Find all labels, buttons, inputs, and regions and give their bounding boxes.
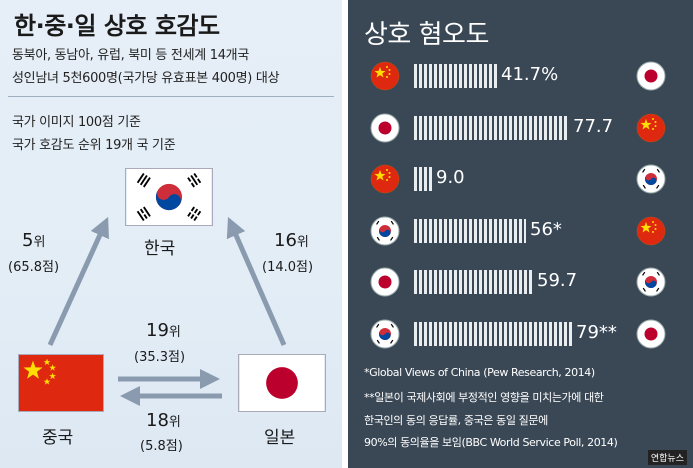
japan-flag-icon <box>370 267 400 297</box>
hostility-bar <box>414 64 497 88</box>
korea-flag-icon <box>125 168 213 226</box>
footnote-bbc-line3: 90%의 동의율을 보임(BBC World Service Poll, 201… <box>364 436 618 449</box>
hostility-row-korea-to-japan: 79** <box>348 316 693 352</box>
china-flag-icon <box>636 113 666 143</box>
japan-flag-icon <box>636 319 666 349</box>
china-flag-icon <box>370 164 400 194</box>
affinity-title: 한·중·일 상호 호감도 <box>14 12 220 40</box>
hostility-bar <box>414 321 572 346</box>
footnote-bbc-line1: **일본이 국제사회에 부정적인 영향을 미치는가에 대한 <box>364 391 604 404</box>
korea-flag-icon <box>636 164 666 194</box>
criteria-line2: 국가 호감도 순위 19개 국 기준 <box>12 138 176 153</box>
korea-flag-icon <box>370 216 400 246</box>
footnote-pew: *Global Views of China (Pew Research, 20… <box>364 366 595 379</box>
hostility-row-china-to-japan: 41.7% <box>348 58 693 94</box>
japan-flag-icon <box>370 113 400 143</box>
japan-flag-icon <box>636 61 666 91</box>
arrow-japan-to-korea <box>226 216 287 347</box>
relation-arrows <box>47 216 287 406</box>
korea-flag-icon <box>370 319 400 349</box>
divider <box>8 96 334 97</box>
source-credit: 연합뉴스 <box>647 450 687 465</box>
hostility-value: 77.7 <box>573 115 614 137</box>
survey-description-line1: 동북아, 동남아, 유럽, 북미 등 전세계 14개국 <box>12 48 249 63</box>
japan-flag-icon <box>238 354 326 412</box>
score-china-to-japan: (35.3점) <box>134 350 186 365</box>
hostility-row-japan-to-china: 77.7 <box>348 110 693 146</box>
hostility-bar <box>414 115 569 140</box>
hostility-value: 9.0 <box>436 167 465 188</box>
hostility-bar <box>414 270 533 294</box>
hostility-value: 56* <box>530 218 562 240</box>
hostility-panel: 상호 혐오도 41.7% 77.7 9.0 56* 59.7 79** *Global V… <box>348 0 693 468</box>
rank-japan-to-korea: 16위 <box>274 230 309 251</box>
hostility-bar <box>414 167 432 191</box>
hostility-value: 59.7 <box>537 270 578 291</box>
affinity-panel: 한·중·일 상호 호감도 동북아, 동남아, 유럽, 북미 등 전세계 14개국… <box>0 0 342 468</box>
footnote-bbc-line2: 한국인의 동의 응답률, 중국은 동일 질문에 <box>364 414 548 427</box>
rank-china-to-korea: 5위 <box>22 230 46 251</box>
country-label-japan: 일본 <box>264 428 296 448</box>
korea-flag-icon <box>636 267 666 297</box>
hostility-bar <box>414 218 526 243</box>
hostility-value: 41.7% <box>501 64 559 85</box>
arrow-china-to-korea <box>47 216 109 347</box>
hostility-value: 79** <box>576 321 617 343</box>
country-label-china: 중국 <box>42 428 74 448</box>
rank-china-to-japan: 19위 <box>146 320 181 341</box>
hostility-title: 상호 혐오도 <box>364 20 489 50</box>
country-label-korea: 한국 <box>144 239 176 259</box>
survey-description-line2: 성인남녀 5천600명(국가당 유효표본 400명) 대상 <box>12 71 280 86</box>
rank-japan-to-china: 18위 <box>146 410 181 431</box>
criteria-line1: 국가 이미지 100점 기준 <box>12 115 141 130</box>
china-flag-icon <box>18 354 104 412</box>
hostility-row-china-to-korea: 9.0 <box>348 161 693 197</box>
hostility-row-korea-to-china: 56* <box>348 213 693 249</box>
hostility-row-japan-to-korea: 59.7 <box>348 264 693 300</box>
score-japan-to-korea: (14.0점) <box>262 260 314 275</box>
score-japan-to-china: (5.8점) <box>140 439 183 454</box>
score-china-to-korea: (65.8점) <box>8 260 60 275</box>
china-flag-icon <box>370 61 400 91</box>
china-flag-icon <box>636 216 666 246</box>
